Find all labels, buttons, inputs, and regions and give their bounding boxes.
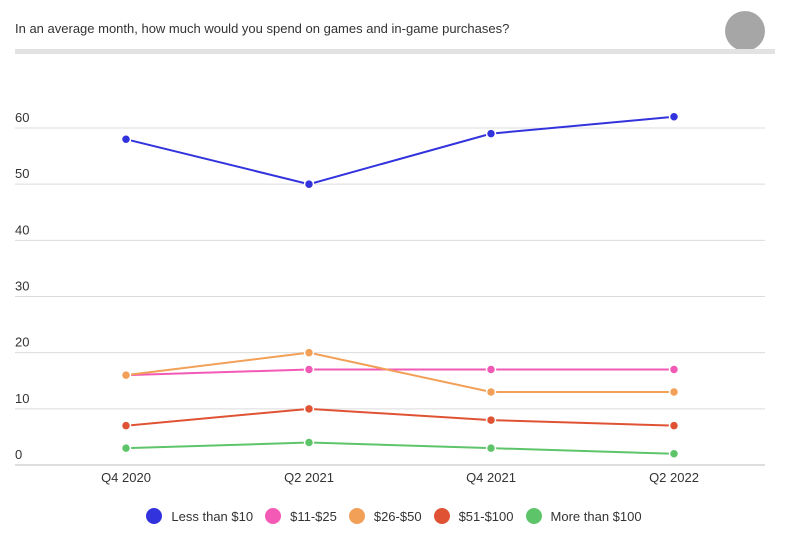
legend-label: $11-$25 <box>290 508 337 524</box>
legend-swatch <box>146 508 163 524</box>
legend-item[interactable]: Less than $10 <box>146 508 253 524</box>
legend-label: $51-$100 <box>458 508 514 524</box>
header-divider <box>15 49 775 54</box>
y-tick-label: 0 <box>15 447 22 462</box>
data-point <box>668 386 680 398</box>
data-point <box>485 128 497 139</box>
data-point <box>668 364 680 375</box>
line-chart: 0 10 20 30 40 50 60 Q4 2020 Q2 2021 Q4 2021 Q2 202… <box>15 110 765 485</box>
legend-swatch <box>433 508 450 524</box>
data-point <box>120 369 132 381</box>
legend-label: $26-$50 <box>373 508 422 524</box>
y-tick-label: 30 <box>15 279 29 294</box>
series-line <box>125 441 675 455</box>
legend-swatch <box>265 508 282 524</box>
legend-item[interactable]: $51-$100 <box>433 508 514 524</box>
x-tick-label: Q2 2022 <box>649 470 699 485</box>
y-tick-label: 50 <box>15 166 29 181</box>
x-tick-label: Q4 2020 <box>101 470 151 485</box>
data-point <box>485 442 497 454</box>
y-tick-label: 60 <box>15 110 29 125</box>
series-line <box>125 351 674 393</box>
data-point <box>668 420 680 431</box>
legend-label: More than $100 <box>550 508 642 524</box>
legend-item[interactable]: $26-$50 <box>348 508 422 524</box>
data-point <box>668 448 680 460</box>
chart-legend: Less than $10 $11-$25 $26-$50 $51-$100 More … <box>0 508 788 524</box>
data-point <box>120 420 132 431</box>
legend-swatch <box>525 508 542 524</box>
data-point <box>485 364 497 375</box>
data-point <box>485 386 497 398</box>
avatar[interactable] <box>725 11 765 51</box>
chart-question: In an average month, how much would you … <box>15 21 510 36</box>
legend-label: Less than $10 <box>171 508 254 524</box>
series-line <box>125 368 674 377</box>
data-point <box>120 133 132 145</box>
series-line <box>125 115 675 186</box>
x-tick-label: Q4 2021 <box>466 470 516 485</box>
data-point <box>303 403 315 415</box>
data-point <box>485 414 497 426</box>
y-tick-label: 20 <box>15 335 29 350</box>
data-point <box>303 437 315 448</box>
data-point <box>120 442 132 454</box>
legend-item[interactable]: More than $100 <box>525 508 642 524</box>
data-point <box>668 111 680 123</box>
y-tick-label: 10 <box>15 391 29 406</box>
data-point <box>303 364 315 375</box>
legend-swatch <box>348 508 365 524</box>
legend-item[interactable]: $11-$25 <box>265 508 337 524</box>
data-point <box>303 178 315 190</box>
x-tick-label: Q2 2021 <box>284 470 334 485</box>
series-line <box>125 407 675 427</box>
y-tick-label: 40 <box>15 222 29 237</box>
data-point <box>303 347 315 358</box>
